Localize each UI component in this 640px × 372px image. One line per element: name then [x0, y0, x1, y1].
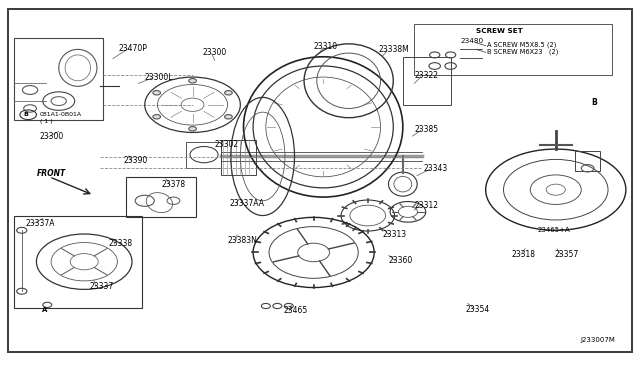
- Circle shape: [225, 90, 232, 95]
- Circle shape: [189, 126, 196, 131]
- Bar: [125, 177, 196, 217]
- Text: 23337A: 23337A: [26, 219, 55, 228]
- Text: 23465+A: 23465+A: [538, 227, 571, 233]
- Bar: [414, 23, 612, 75]
- Text: 23322: 23322: [414, 71, 438, 80]
- Text: 23357: 23357: [554, 250, 579, 259]
- Text: 23300L: 23300L: [145, 73, 173, 82]
- Bar: [575, 151, 600, 171]
- Text: 23312: 23312: [414, 201, 438, 210]
- Text: 23354: 23354: [465, 305, 490, 314]
- Text: 23383N: 23383N: [228, 236, 257, 245]
- Circle shape: [189, 78, 196, 83]
- Text: 23480: 23480: [460, 38, 483, 44]
- Text: 23338: 23338: [108, 240, 132, 248]
- Bar: [186, 142, 221, 167]
- Text: ( 1 ): ( 1 ): [40, 119, 52, 124]
- Text: B: B: [591, 99, 596, 108]
- Text: B: B: [23, 112, 28, 117]
- Text: 23338M: 23338M: [379, 45, 410, 54]
- Bar: [14, 215, 141, 308]
- Text: 23302: 23302: [215, 140, 239, 149]
- Text: 23300: 23300: [40, 132, 64, 141]
- Text: 23465: 23465: [283, 306, 307, 315]
- Circle shape: [153, 115, 161, 119]
- Text: 23300: 23300: [202, 48, 227, 57]
- Bar: [221, 140, 256, 175]
- Text: 23390: 23390: [124, 156, 148, 166]
- Text: A: A: [42, 307, 47, 313]
- Text: 23470P: 23470P: [118, 44, 147, 53]
- Text: B SCREW M6X23   (2): B SCREW M6X23 (2): [487, 49, 558, 55]
- Text: 23313: 23313: [383, 230, 406, 239]
- Text: 23343: 23343: [423, 164, 447, 173]
- Bar: [403, 57, 451, 105]
- Text: 23360: 23360: [389, 256, 413, 265]
- Text: J233007M: J233007M: [580, 337, 615, 343]
- Text: A SCREW M5X8.5 (2): A SCREW M5X8.5 (2): [487, 42, 556, 48]
- Text: 23385: 23385: [414, 125, 438, 134]
- Text: FRONT: FRONT: [36, 169, 66, 177]
- Text: 23310: 23310: [314, 42, 338, 51]
- Bar: [14, 38, 103, 119]
- Text: SCREW SET: SCREW SET: [476, 28, 523, 34]
- Text: 23337: 23337: [90, 282, 113, 291]
- Text: 23337AA: 23337AA: [230, 199, 264, 208]
- Text: 081A1-0B01A: 081A1-0B01A: [40, 112, 82, 117]
- Text: 23378: 23378: [162, 180, 186, 189]
- Circle shape: [225, 115, 232, 119]
- Text: 23318: 23318: [511, 250, 535, 259]
- Circle shape: [153, 90, 161, 95]
